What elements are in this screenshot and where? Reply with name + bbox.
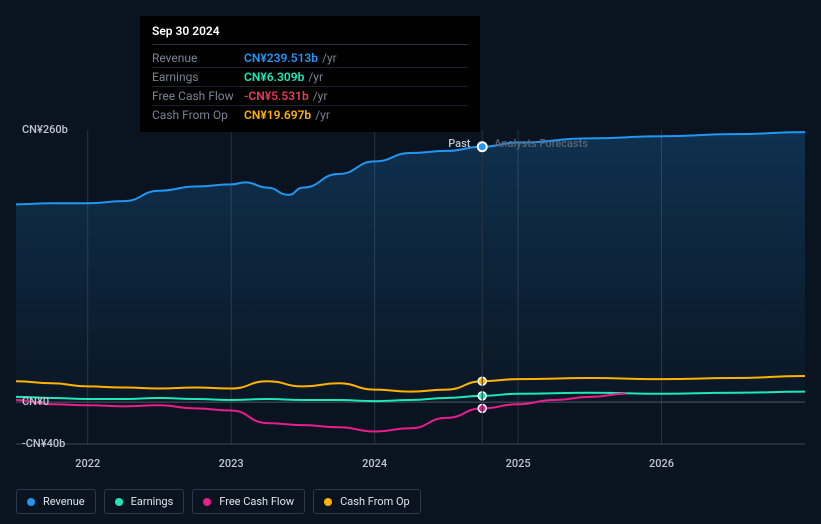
tooltip-metric-unit: /yr	[322, 51, 337, 65]
tooltip-metric-value: -CN¥5.531b	[244, 89, 309, 103]
tooltip-row: RevenueCN¥239.513b/yr	[152, 49, 468, 68]
x-axis-label: 2023	[219, 457, 244, 470]
legend-item-revenue[interactable]: Revenue	[16, 489, 96, 514]
legend-dot-icon	[27, 498, 35, 506]
tooltip-row: EarningsCN¥6.309b/yr	[152, 68, 468, 87]
x-axis-label: 2022	[75, 457, 100, 470]
legend-label: Cash From Op	[340, 495, 410, 508]
tooltip-metric-label: Free Cash Flow	[152, 89, 244, 103]
past-label: Past	[448, 137, 470, 150]
legend-dot-icon	[324, 498, 332, 506]
divider-marker	[478, 142, 487, 151]
chart-tooltip: Sep 30 2024RevenueCN¥239.513b/yrEarnings…	[140, 16, 480, 132]
chart-legend: Revenue Earnings Free Cash Flow Cash From O…	[16, 489, 421, 514]
tooltip-metric-value: CN¥19.697b	[244, 108, 311, 122]
tooltip-row: Cash From OpCN¥19.697b/yr	[152, 106, 468, 124]
legend-label: Earnings	[131, 495, 174, 508]
legend-label: Revenue	[43, 495, 85, 508]
tooltip-date: Sep 30 2024	[152, 24, 468, 45]
x-axis-label: 2026	[649, 457, 674, 470]
legend-label: Free Cash Flow	[219, 495, 294, 508]
tooltip-metric-unit: /yr	[313, 89, 328, 103]
y-axis-label: -CN¥40b	[22, 437, 65, 450]
tooltip-metric-unit: /yr	[315, 108, 330, 122]
tooltip-metric-label: Revenue	[152, 51, 244, 65]
legend-item-earnings[interactable]: Earnings	[104, 489, 185, 514]
legend-dot-icon	[203, 498, 211, 506]
legend-dot-icon	[115, 498, 123, 506]
x-axis-label: 2024	[362, 457, 387, 470]
x-axis-label: 2025	[506, 457, 531, 470]
tooltip-metric-unit: /yr	[308, 70, 323, 84]
tooltip-metric-label: Cash From Op	[152, 108, 244, 122]
tooltip-metric-label: Earnings	[152, 70, 244, 84]
y-axis-label: CN¥260b	[22, 123, 68, 136]
legend-item-free-cash-flow[interactable]: Free Cash Flow	[192, 489, 305, 514]
forecast-label: Analysts Forecasts	[494, 137, 588, 150]
revenue-area	[16, 132, 805, 402]
tooltip-metric-value: CN¥6.309b	[244, 70, 304, 84]
legend-item-cash-from-op[interactable]: Cash From Op	[313, 489, 421, 514]
tooltip-metric-value: CN¥239.513b	[244, 51, 318, 65]
tooltip-row: Free Cash Flow-CN¥5.531b/yr	[152, 87, 468, 106]
y-axis-label: CN¥0	[22, 395, 49, 408]
